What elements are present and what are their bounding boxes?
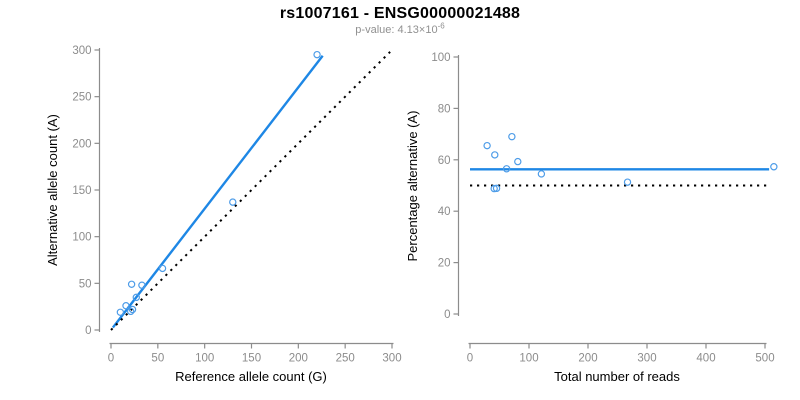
data-point bbox=[483, 141, 491, 150]
right-plot: 0 20 40 60 80 100 Percentage alternative (A) 0 1… bbox=[405, 52, 778, 384]
data-point bbox=[537, 170, 546, 178]
data-point bbox=[502, 165, 511, 173]
x-axis: 0 100 200 300 400 500 Total number of reads bbox=[467, 342, 775, 384]
x-tick-label: 50 bbox=[151, 353, 164, 365]
x-tick-label: 200 bbox=[578, 353, 597, 365]
data-point bbox=[514, 157, 522, 166]
y-tick-label: 40 bbox=[438, 206, 451, 218]
fit-line bbox=[111, 55, 324, 329]
x-axis: 0 50 100 150 200 250 300 Reference allele count… bbox=[108, 342, 402, 384]
data-point bbox=[128, 305, 137, 314]
data-point bbox=[313, 50, 321, 59]
x-tick-label: 0 bbox=[467, 353, 473, 365]
y-axis: 0 20 40 60 80 100 Percentage alternative (A) bbox=[405, 52, 460, 321]
figure-title: rs1007161 - ENSG00000021488 bbox=[279, 5, 521, 22]
x-tick-label: 300 bbox=[382, 353, 401, 365]
y-tick-label: 100 bbox=[431, 52, 450, 64]
y-axis: 0 50 100 150 200 250 300 Alternative allele cou… bbox=[45, 45, 101, 337]
y-tick-label: 50 bbox=[79, 278, 92, 290]
data-point bbox=[127, 280, 136, 288]
y-axis-title: Alternative allele count (A) bbox=[45, 114, 60, 266]
y-tick-label: 20 bbox=[438, 258, 451, 270]
y-tick-label: 80 bbox=[438, 103, 451, 115]
pvalue-exponent: -6 bbox=[437, 21, 445, 31]
x-tick-label: 300 bbox=[637, 353, 656, 365]
y-tick-label: 150 bbox=[72, 185, 91, 197]
y-tick-label: 0 bbox=[444, 309, 450, 321]
x-tick-label: 150 bbox=[242, 353, 261, 365]
data-point bbox=[229, 198, 237, 206]
left-plot: 0 50 100 150 200 250 300 Alternative allele cou… bbox=[45, 45, 402, 384]
x-tick-label: 100 bbox=[519, 353, 538, 365]
y-tick-label: 0 bbox=[85, 325, 91, 337]
identity-line bbox=[110, 51, 391, 331]
data-point bbox=[508, 132, 516, 141]
x-tick-label: 0 bbox=[108, 353, 114, 365]
y-axis-title: Percentage alternative (A) bbox=[405, 110, 420, 261]
pvalue-text: p-value: 4.13×10 bbox=[355, 24, 438, 36]
x-tick-label: 400 bbox=[696, 353, 715, 365]
x-tick-label: 100 bbox=[195, 353, 214, 365]
data-point bbox=[116, 308, 125, 316]
x-axis-title: Reference allele count (G) bbox=[175, 369, 327, 384]
y-tick-label: 100 bbox=[72, 232, 91, 244]
data-point bbox=[138, 281, 146, 289]
y-tick-label: 300 bbox=[72, 45, 91, 57]
y-tick-label: 60 bbox=[438, 155, 451, 167]
y-tick-label: 250 bbox=[72, 92, 91, 104]
y-tick-label: 200 bbox=[72, 138, 91, 150]
data-point bbox=[122, 302, 130, 310]
x-axis-title: Total number of reads bbox=[554, 369, 680, 384]
data-point bbox=[132, 293, 140, 302]
figure-subtitle: p-value: 4.13×10-6 bbox=[0, 21, 800, 36]
data-point bbox=[623, 178, 632, 186]
x-tick-label: 250 bbox=[336, 353, 355, 365]
data-point bbox=[492, 184, 501, 193]
x-tick-label: 200 bbox=[289, 353, 308, 365]
data-point bbox=[491, 151, 499, 159]
data-points bbox=[116, 50, 321, 316]
data-point bbox=[770, 163, 778, 171]
x-tick-label: 500 bbox=[755, 353, 774, 365]
data-points bbox=[483, 132, 778, 193]
data-point bbox=[158, 264, 167, 273]
data-point bbox=[126, 307, 135, 316]
